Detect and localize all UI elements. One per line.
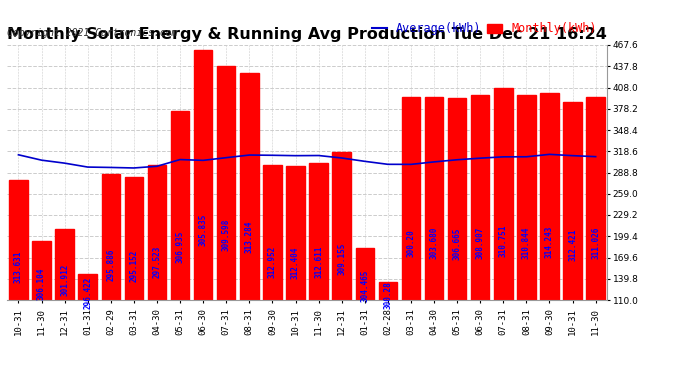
Text: 309.155: 309.155 xyxy=(337,242,346,274)
Bar xyxy=(402,97,420,300)
Text: 313.284: 313.284 xyxy=(245,220,254,253)
Text: 296.422: 296.422 xyxy=(83,276,92,309)
Text: Copyright 2021 Cartronics.com: Copyright 2021 Cartronics.com xyxy=(7,28,177,38)
Bar xyxy=(494,87,513,300)
Text: 304.465: 304.465 xyxy=(360,269,369,302)
Text: 312.421: 312.421 xyxy=(568,228,577,261)
Title: Monthly Solar Energy & Running Avg Production Tue Dec 21 16:24: Monthly Solar Energy & Running Avg Produ… xyxy=(7,27,607,42)
Text: 306.104: 306.104 xyxy=(37,267,46,300)
Bar xyxy=(586,98,605,300)
Text: 297.523: 297.523 xyxy=(152,246,161,278)
Text: 309.598: 309.598 xyxy=(221,218,230,251)
Legend: Average(kWh), Monthly(kWh): Average(kWh), Monthly(kWh) xyxy=(368,18,601,40)
Bar xyxy=(55,229,74,300)
Bar xyxy=(9,180,28,300)
Text: 300.20: 300.20 xyxy=(406,229,415,257)
Bar xyxy=(263,165,282,300)
Bar xyxy=(471,94,489,300)
Bar xyxy=(286,166,305,300)
Bar xyxy=(309,163,328,300)
Text: 295.886: 295.886 xyxy=(106,249,115,281)
Bar xyxy=(240,73,259,300)
Text: 310.751: 310.751 xyxy=(499,224,508,256)
Text: 310.844: 310.844 xyxy=(522,226,531,259)
Bar xyxy=(333,152,351,300)
Text: 306.935: 306.935 xyxy=(175,231,184,263)
Text: 300.28: 300.28 xyxy=(384,281,393,309)
Bar xyxy=(563,102,582,300)
Text: 311.026: 311.026 xyxy=(591,227,600,260)
Text: 312.952: 312.952 xyxy=(268,246,277,278)
Bar xyxy=(217,66,235,300)
Bar xyxy=(194,50,213,300)
Bar xyxy=(148,165,166,300)
Bar xyxy=(101,174,120,300)
Bar xyxy=(79,274,97,300)
Bar xyxy=(32,241,51,300)
Text: 295.152: 295.152 xyxy=(130,249,139,282)
Text: 303.680: 303.680 xyxy=(430,227,439,259)
Bar xyxy=(379,282,397,300)
Bar xyxy=(125,177,143,300)
Text: 308.907: 308.907 xyxy=(475,226,484,259)
Bar xyxy=(448,98,466,300)
Bar xyxy=(425,97,443,300)
Bar xyxy=(518,94,535,300)
Text: 305.835: 305.835 xyxy=(199,214,208,246)
Text: 312.404: 312.404 xyxy=(291,246,300,279)
Text: 313.631: 313.631 xyxy=(14,250,23,283)
Bar xyxy=(355,248,374,300)
Bar xyxy=(171,111,189,300)
Text: 301.912: 301.912 xyxy=(60,264,69,296)
Text: 306.665: 306.665 xyxy=(453,227,462,260)
Bar xyxy=(540,93,559,300)
Text: 314.243: 314.243 xyxy=(545,226,554,258)
Text: 312.611: 312.611 xyxy=(314,246,323,278)
